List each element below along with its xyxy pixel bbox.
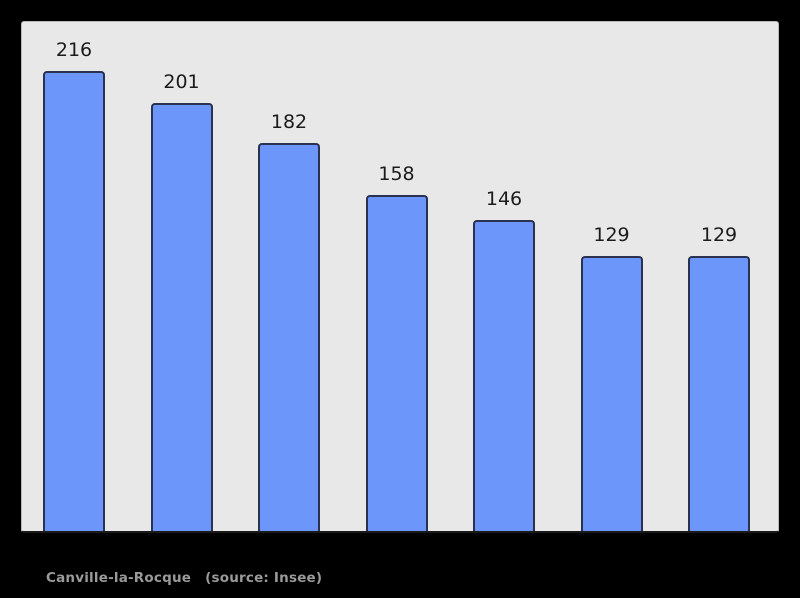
- bar-value-label: 129: [593, 224, 630, 247]
- bar-group: 158: [365, 22, 428, 531]
- bar-value-label: 146: [485, 188, 523, 211]
- bar: [43, 71, 105, 531]
- bar-group: 129: [688, 22, 750, 531]
- bar-value-label: 182: [270, 111, 308, 134]
- bars-layer: 216 201 182 158 146 129 129: [22, 22, 778, 531]
- plot-panel: 216 201 182 158 146 129 129: [21, 21, 779, 533]
- bar: [473, 220, 535, 531]
- bar-value-label: 129: [700, 224, 738, 247]
- bar-value-label: 201: [163, 70, 200, 93]
- bar-group: 182: [258, 22, 320, 531]
- bar-group: 216: [43, 22, 105, 531]
- caption-place: Canville-la-Rocque: [46, 570, 192, 586]
- bar: [688, 256, 750, 531]
- bar: [150, 102, 213, 531]
- bar: [258, 143, 320, 531]
- bar-value-label: 158: [378, 162, 415, 185]
- bar-group: 201: [150, 22, 213, 531]
- bar-group: 129: [580, 22, 643, 531]
- bar: [365, 194, 428, 531]
- chart-caption: Canville-la-Rocque (source: Insee): [46, 570, 322, 586]
- caption-source: (source: Insee): [205, 570, 323, 586]
- bar-group: 146: [473, 22, 535, 531]
- bar-value-label: 216: [55, 39, 93, 61]
- bar: [580, 256, 643, 531]
